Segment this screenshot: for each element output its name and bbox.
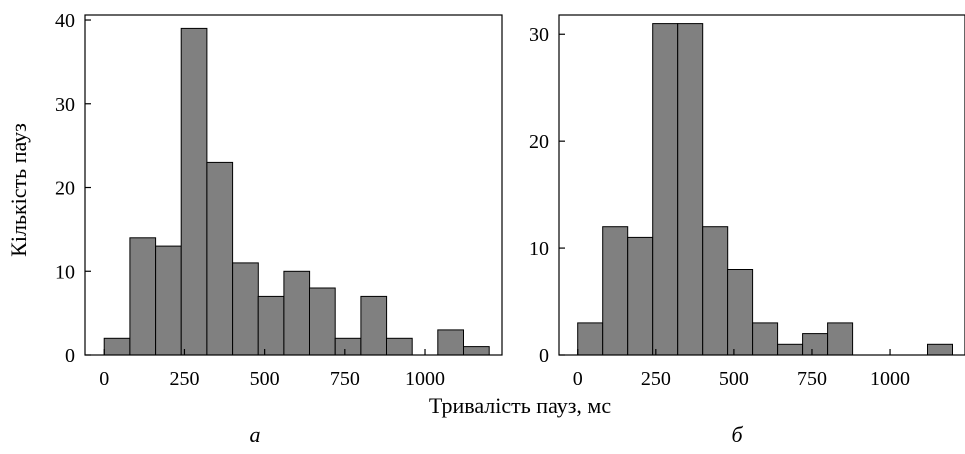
- bar-b-6: [702, 226, 729, 356]
- bar-a-2: [129, 237, 157, 356]
- y-tick-label-a-10: 10: [55, 261, 75, 283]
- bar-b-15: [927, 343, 953, 356]
- bar-b-3: [627, 236, 654, 356]
- histogram-panel-b: 0 10 20 30 0 250 500 750 1000: [529, 14, 965, 390]
- bar-b-4: [652, 23, 679, 356]
- bar-b-1: [577, 322, 604, 356]
- bar-a-15: [463, 346, 490, 356]
- y-tick-label-b-0: 0: [539, 345, 549, 367]
- bar-a-11: [360, 295, 388, 356]
- x-tick-label-a-750: 750: [330, 368, 360, 390]
- panel-label-b: б: [731, 422, 743, 447]
- bar-b-7: [727, 269, 754, 356]
- x-tick-label-b-500: 500: [719, 368, 749, 390]
- bar-a-7: [257, 295, 285, 356]
- bar-b-10: [802, 333, 829, 356]
- bar-b-5: [677, 23, 704, 356]
- x-tick-label-b-250: 250: [641, 368, 671, 390]
- x-tick-label-b-750: 750: [797, 368, 827, 390]
- x-tick-label-b-0: 0: [573, 368, 583, 390]
- x-tick-label-b-1000: 1000: [870, 368, 910, 390]
- bar-a-5: [206, 161, 234, 356]
- bar-a-9: [309, 287, 336, 356]
- x-tick-label-a-250: 250: [169, 368, 199, 390]
- x-axis-label: Тривалість пауз, мс: [429, 393, 611, 418]
- y-tick-label-a-40: 40: [55, 10, 75, 32]
- x-tick-label-a-1000: 1000: [405, 368, 445, 390]
- bar-b-2: [602, 226, 629, 356]
- y-tick-label-a-0: 0: [65, 345, 75, 367]
- bar-a-10: [334, 337, 362, 356]
- bar-a-14: [437, 329, 464, 356]
- panel-label-a: а: [250, 422, 261, 447]
- bar-a-8: [283, 270, 311, 356]
- histogram-panel-a: 0 10 20 30 40 0 250 500 750 1000: [55, 10, 503, 390]
- y-tick-label-b-10: 10: [529, 238, 549, 260]
- bar-b-11: [827, 322, 854, 356]
- bar-a-12: [386, 337, 413, 356]
- y-tick-label-a-30: 30: [55, 94, 75, 116]
- bar-a-4: [180, 27, 208, 356]
- x-tick-label-a-500: 500: [250, 368, 280, 390]
- y-tick-label-b-20: 20: [529, 131, 549, 153]
- y-axis-label: Кількість пауз: [6, 123, 31, 257]
- plot-frame-b: [558, 14, 965, 356]
- x-tick-label-a-0: 0: [99, 368, 109, 390]
- plot-frame-a: [84, 14, 503, 356]
- y-tick-label-a-20: 20: [55, 178, 75, 200]
- bar-b-9: [777, 343, 804, 356]
- bar-a-3: [155, 245, 182, 356]
- bar-b-8: [752, 322, 779, 356]
- bar-a-6: [232, 262, 259, 356]
- y-tick-label-b-30: 30: [529, 24, 549, 46]
- bar-a-1: [103, 337, 131, 356]
